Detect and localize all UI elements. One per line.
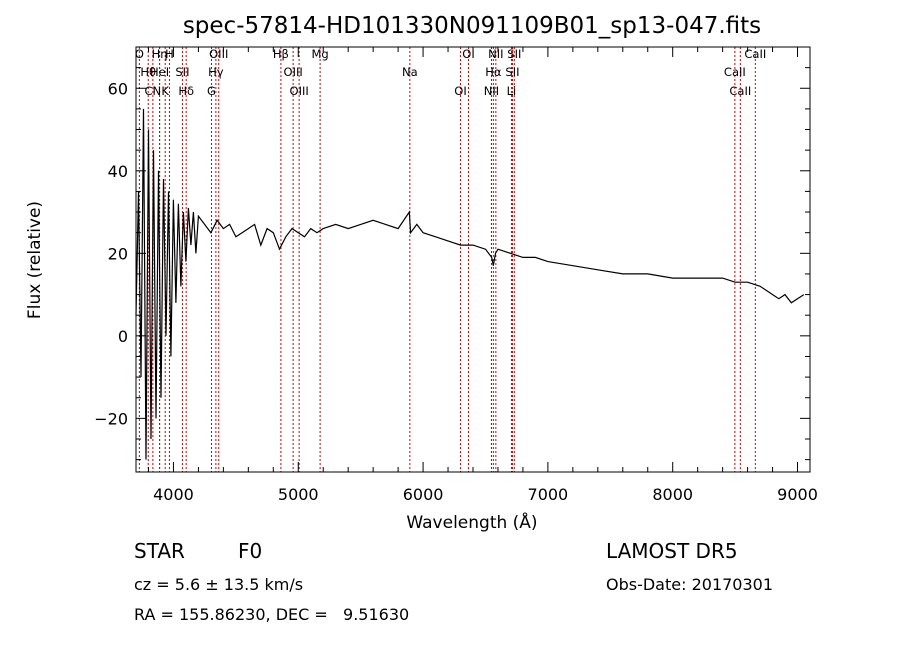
spectral-line-label: CaII (729, 84, 751, 98)
spectral-line-label: Hγ (208, 65, 224, 79)
spectral-line-label: Na (402, 65, 418, 79)
survey-name: LAMOST DR5 (606, 539, 738, 563)
y-tick-label: 60 (108, 79, 128, 98)
spectral-line-label: SII (175, 65, 189, 79)
x-axis-ticks: 4000 5000 6000 7000 8000 9000 (147, 47, 818, 504)
subclass: F0 (238, 539, 262, 563)
flux-series-line (135, 108, 805, 460)
spectral-line-label: CN (145, 84, 162, 98)
spectral-line-label: Mg (311, 47, 328, 61)
spectral-line-label: Hη (152, 47, 168, 61)
x-axis-label: Wavelength (Å) (406, 511, 537, 533)
spectral-line-label: H (165, 47, 174, 61)
x-tick-label: 4000 (153, 485, 194, 504)
spectral-line-label: OI (454, 84, 466, 98)
y-axis-ticks: −20 0 20 40 60 (94, 46, 810, 461)
spectral-line-label: OIII (284, 65, 303, 79)
x-tick-label: 7000 (528, 485, 569, 504)
spectral-line-label: K (161, 84, 169, 98)
spectral-line-label: Hα (485, 65, 502, 79)
spectral-line-label: CaII (744, 47, 766, 61)
spectral-line-labels-layer: OHθCNHηHeIKHSIIHδOIIIHγGHβOIIIOIIIMgNaOI… (135, 47, 766, 98)
object-type: STAR (134, 539, 185, 563)
plot-frame (135, 46, 811, 473)
spectral-line-label: HeI (150, 65, 169, 79)
spectral-line-label: SII (505, 65, 519, 79)
flux-series-layer (135, 108, 805, 460)
y-tick-label: 0 (118, 327, 128, 346)
spectral-line-label: CaII (724, 65, 746, 79)
x-tick-label: 5000 (278, 485, 319, 504)
spectral-line-label: NII (488, 47, 503, 61)
spectral-line-label: O (135, 47, 144, 61)
spectral-line-label: OIII (290, 84, 309, 98)
coordinates-text: RA = 155.86230, DEC = 9.51630 (134, 605, 409, 624)
spectral-line-label: Hθ (140, 65, 156, 79)
spectral-line-label: G (207, 84, 216, 98)
spectral-line-label: Hδ (178, 84, 194, 98)
x-tick-label: 9000 (777, 485, 818, 504)
spectral-line-label: Li (507, 84, 517, 98)
x-tick-label: 8000 (652, 485, 693, 504)
y-tick-label: −20 (94, 409, 128, 428)
spectral-line-label: SII (507, 47, 521, 61)
chart-title: spec-57814-HD101330N091109B01_sp13-047.f… (183, 13, 761, 39)
spectral-line-label: NII (484, 84, 499, 98)
spectral-line-label: OI (462, 47, 474, 61)
y-axis-label: Flux (relative) (25, 201, 45, 319)
spectral-line-label: Hβ (273, 47, 289, 61)
obs-date: Obs-Date: 20170301 (606, 575, 773, 594)
redshift-text: cz = 5.6 ± 13.5 km/s (134, 575, 303, 594)
y-tick-label: 20 (108, 244, 128, 263)
spectral-lines-layer (138, 47, 756, 472)
y-tick-label: 40 (108, 162, 128, 181)
spectral-line-label: OIII (209, 47, 228, 61)
x-tick-label: 6000 (403, 485, 444, 504)
